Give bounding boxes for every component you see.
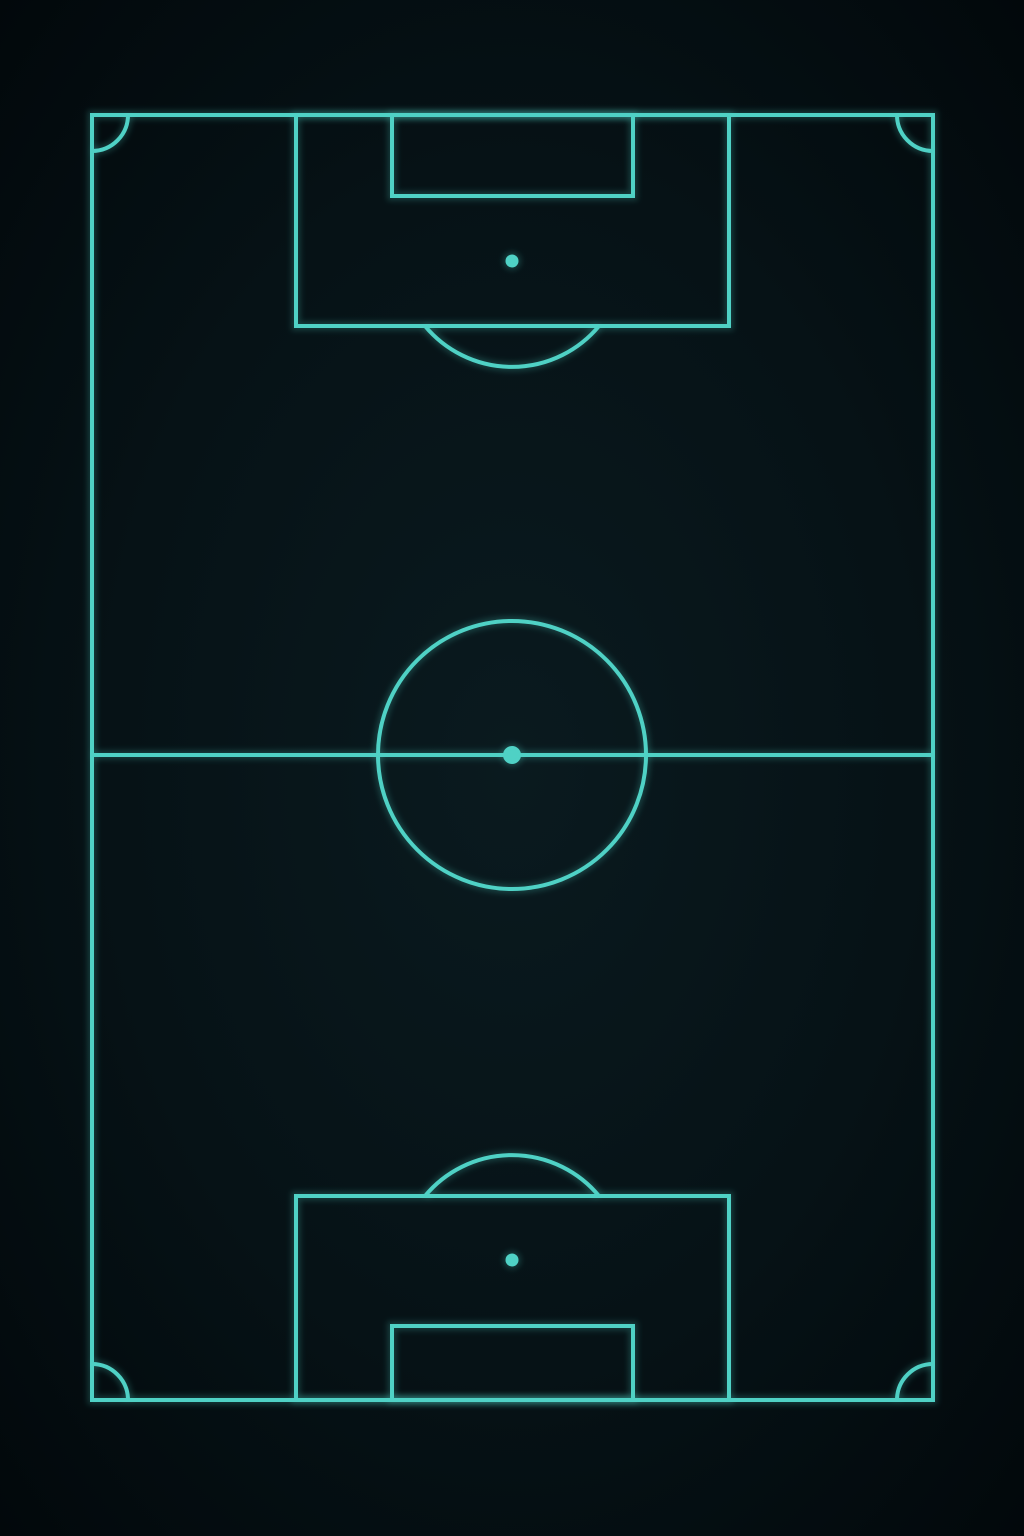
corner-arc-top-right — [895, 114, 934, 153]
corner-arc-bottom-right — [895, 1362, 934, 1401]
bottom-penalty-spot — [505, 1253, 519, 1267]
top-goal-area-glow — [387, 110, 638, 201]
bottom-penalty-arc — [423, 1153, 601, 1198]
bottom-penalty-area — [294, 1194, 731, 1402]
bottom-penalty-area-glow — [291, 1191, 734, 1405]
center-circle — [376, 619, 648, 891]
corner-arc-top-left — [91, 114, 130, 153]
corner-arc-bottom-left — [91, 1362, 130, 1401]
top-penalty-arc — [423, 324, 601, 369]
bottom-goal-area-glow — [387, 1321, 638, 1405]
center-spot — [503, 746, 521, 764]
bottom-goal-area — [390, 1324, 635, 1402]
top-penalty-area — [294, 113, 731, 328]
top-penalty-area-glow — [291, 110, 734, 331]
top-goal-area — [390, 113, 635, 198]
top-penalty-arc-glow — [421, 323, 603, 372]
bottom-penalty-arc-glow — [421, 1150, 603, 1199]
pitch-lines-layer — [90, 113, 935, 1402]
top-penalty-spot — [505, 254, 519, 268]
